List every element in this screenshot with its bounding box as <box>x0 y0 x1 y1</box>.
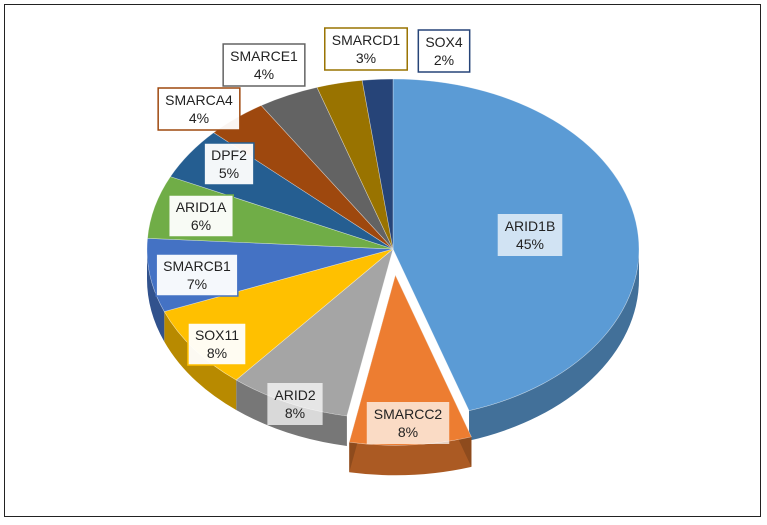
data-label-box <box>222 43 306 87</box>
slice-sox4 <box>361 78 394 250</box>
data-label-value: 7% <box>187 276 207 292</box>
data-label-box <box>187 322 247 366</box>
data-label-smarcc2: SMARCC2 8% <box>366 402 450 444</box>
data-label-sox4: SOX4 2% <box>417 29 471 73</box>
pie-chart: ARID1B 45% SMARCC2 8% ARID2 8% SOX11 8% SMARCB1 7… <box>146 27 640 476</box>
data-label-value: 45% <box>516 236 544 252</box>
data-label-category: SMARCD1 <box>332 32 401 48</box>
data-label-dpf2: DPF2 5% <box>203 142 255 186</box>
data-label-box <box>417 29 471 73</box>
data-label-smarca4: SMARCA4 4% <box>157 87 241 131</box>
data-label-smarcd1: SMARCD1 3% <box>324 27 408 71</box>
data-label-smarcb1: SMARCB1 7% <box>155 253 239 297</box>
data-label-arid1a: ARID1A 6% <box>167 194 235 238</box>
slice-side-arid1b <box>469 249 639 441</box>
data-label-category: SOX11 <box>195 327 239 343</box>
data-label-box <box>203 142 255 186</box>
data-label-box <box>497 214 563 256</box>
data-label-box <box>267 383 323 425</box>
slice-side-smarcc2 <box>349 436 472 476</box>
data-label-category: SMARCC2 <box>374 406 443 422</box>
data-label-value: 4% <box>189 110 209 126</box>
data-label-category: ARID2 <box>274 387 315 403</box>
data-label-box <box>167 194 235 238</box>
data-label-arid2: ARID2 8% <box>267 383 323 425</box>
chart-frame: ARID1B 45% SMARCC2 8% ARID2 8% SOX11 8% SMARCB1 7… <box>4 4 761 517</box>
data-label-arid1b: ARID1B 45% <box>497 214 563 256</box>
data-label-box <box>157 87 241 131</box>
data-label-value: 2% <box>434 52 454 68</box>
data-label-value: 3% <box>356 50 376 66</box>
data-label-category: ARID1A <box>176 199 227 215</box>
data-label-value: 4% <box>254 66 274 82</box>
data-label-value: 5% <box>219 165 239 181</box>
data-label-box <box>155 253 239 297</box>
data-label-value: 8% <box>207 345 227 361</box>
data-label-category: SMARCE1 <box>230 48 298 64</box>
data-label-category: SMARCB1 <box>163 258 231 274</box>
data-label-category: DPF2 <box>211 147 247 163</box>
data-label-value: 8% <box>398 424 418 440</box>
data-label-box <box>324 27 408 71</box>
data-label-category: ARID1B <box>505 218 556 234</box>
data-label-box <box>366 402 450 444</box>
data-label-value: 6% <box>191 217 211 233</box>
data-label-category: SMARCA4 <box>165 92 233 108</box>
data-label-value: 8% <box>285 405 305 421</box>
data-label-sox11: SOX11 8% <box>187 322 247 366</box>
data-label-smarce1: SMARCE1 4% <box>222 43 306 87</box>
data-label-category: SOX4 <box>425 34 463 50</box>
